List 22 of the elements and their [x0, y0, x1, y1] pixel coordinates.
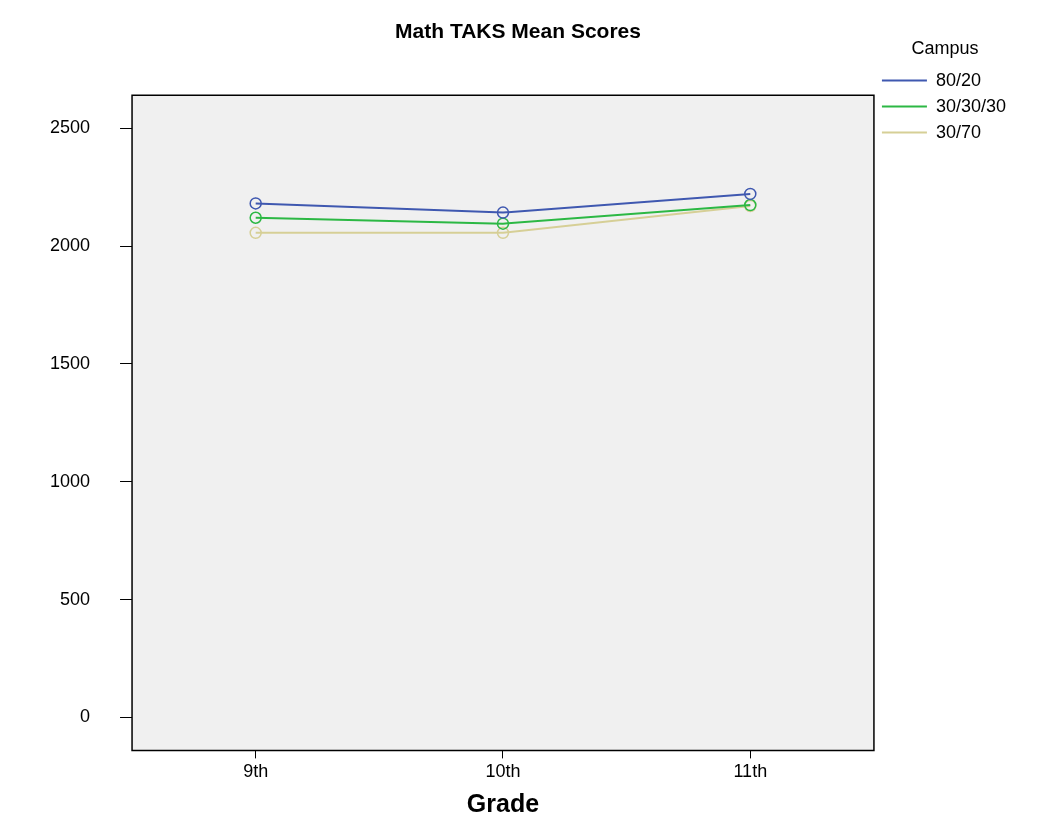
- point: [249, 197, 262, 210]
- y-tick-label: 2000: [50, 235, 91, 256]
- legend-title: Campus: [911, 37, 979, 58]
- y-tick-label: 2500: [50, 117, 91, 138]
- y-tick-label: 1000: [50, 470, 91, 491]
- chart-title: Math TAKS Mean Scores: [395, 19, 641, 43]
- legend-label: 80/20: [935, 69, 981, 90]
- point: [249, 226, 262, 240]
- point: [496, 217, 510, 230]
- x-tick-label: 11th: [733, 761, 768, 782]
- y-tick-label: 0: [80, 706, 91, 727]
- legend-label: 30/30/30: [935, 95, 1007, 116]
- point: [249, 211, 262, 225]
- point: [744, 187, 757, 201]
- x-tick-label: 9th: [243, 761, 269, 782]
- legend-label: 30/70: [935, 121, 981, 142]
- y-tick-label: 1500: [50, 352, 91, 373]
- x-axis-title: Grade: [466, 788, 540, 817]
- x-tick-label: 10th: [485, 761, 521, 782]
- y-tick-label: 500: [60, 588, 91, 609]
- point: [496, 206, 510, 219]
- point: [496, 226, 510, 240]
